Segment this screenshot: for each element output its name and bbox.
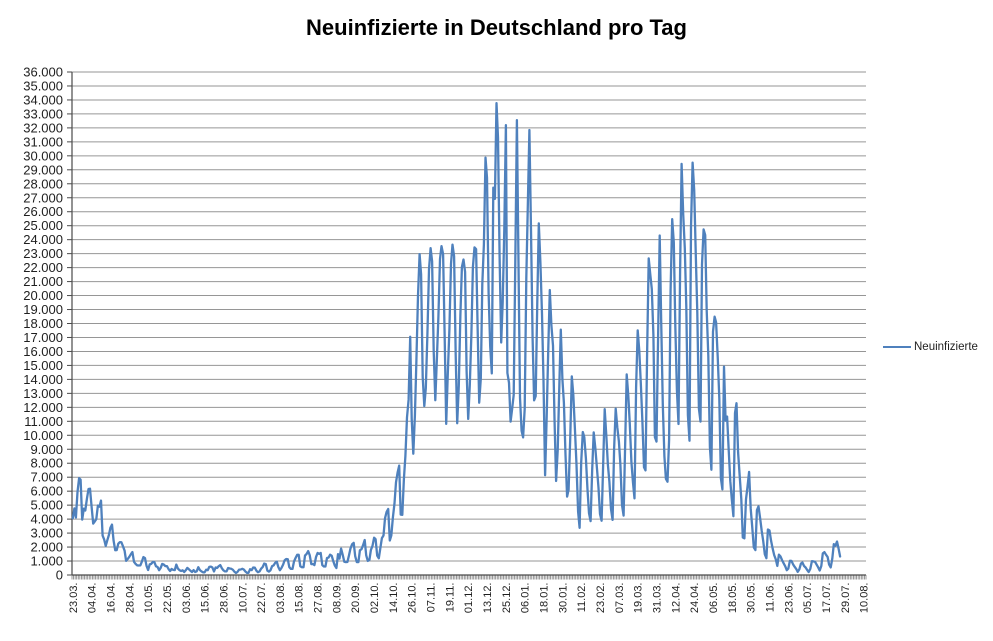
- y-tick-label: 19.000: [23, 302, 63, 317]
- series-line-neuinfizierte: [71, 101, 842, 575]
- x-tick-label: 03.06.: [181, 583, 193, 614]
- x-tick-label: 22.07.: [256, 583, 268, 614]
- x-tick-label: 15.08.: [294, 583, 306, 614]
- x-tick-label: 11.02.: [576, 583, 588, 613]
- y-tick-label: 13.000: [23, 386, 63, 401]
- x-tick-label: 30.05.: [746, 583, 758, 614]
- x-tick-label: 11.06.: [765, 583, 777, 613]
- y-tick-label: 12.000: [23, 400, 63, 415]
- y-tick-label: 29.000: [23, 162, 63, 177]
- x-tick-label: 18.05.: [727, 583, 739, 614]
- y-tick-label: 0: [56, 568, 63, 583]
- x-tick-label: 15.06.: [200, 583, 212, 614]
- y-tick-label: 34.000: [23, 92, 63, 107]
- y-tick-label: 16.000: [23, 344, 63, 359]
- y-tick-label: 25.000: [23, 218, 63, 233]
- y-tick-label: 30.000: [23, 148, 63, 163]
- x-tick-label: 22.05.: [162, 583, 174, 614]
- x-tick-label: 31.03.: [652, 583, 664, 614]
- y-tick-label: 14.000: [23, 372, 63, 387]
- x-tick-label: 26.10.: [407, 583, 419, 614]
- y-tick-label: 33.000: [23, 106, 63, 121]
- y-tick-label: 4.000: [30, 512, 63, 527]
- y-tick-label: 8.000: [30, 456, 63, 471]
- x-tick-label: 17.07.: [821, 583, 833, 614]
- x-tick-label: 08.09.: [331, 583, 343, 614]
- y-tick-label: 35.000: [23, 78, 63, 93]
- y-tick-label: 6.000: [30, 484, 63, 499]
- y-tick-label: 31.000: [23, 134, 63, 149]
- x-tick-label: 10.07.: [237, 583, 249, 614]
- x-tick-label: 23.06.: [783, 583, 795, 614]
- x-tick-label: 05.07.: [802, 583, 814, 614]
- y-tick-label: 27.000: [23, 190, 63, 205]
- y-tick-label: 10.000: [23, 428, 63, 443]
- x-tick-label: 23.03.: [68, 583, 80, 614]
- x-tick-label: 06.01.: [520, 583, 532, 614]
- legend-series-label: Neuinfizierte: [914, 341, 978, 353]
- y-tick-label: 7.000: [30, 470, 63, 485]
- y-tick-label: 21.000: [23, 274, 63, 289]
- x-tick-label: 24.04.: [689, 583, 701, 614]
- y-tick-label: 11.000: [24, 414, 63, 429]
- x-tick-label: 20.09.: [350, 583, 362, 614]
- y-tick-label: 2.000: [30, 540, 63, 555]
- x-tick-label: 01.12.: [463, 583, 475, 614]
- legend: Neuinfizierte: [883, 341, 978, 353]
- y-tick-label: 17.000: [23, 330, 63, 345]
- chart-title: Neuinfizierte in Deutschland pro Tag: [306, 15, 687, 40]
- x-tick-label: 07.11.: [426, 583, 438, 613]
- x-tick-label: 23.02.: [595, 583, 607, 614]
- x-tick-label: 19.11.: [444, 583, 456, 613]
- y-tick-label: 3.000: [30, 526, 63, 541]
- y-tick-label: 22.000: [23, 260, 63, 275]
- x-tick-label: 02.10.: [369, 583, 381, 614]
- x-tick-label: 03.08.: [275, 583, 287, 614]
- x-tick-label: 30.01.: [557, 583, 569, 614]
- y-tick-label: 15.000: [23, 358, 63, 373]
- x-tick-label: 29.07.: [840, 583, 852, 614]
- x-tick-label: 07.03.: [614, 583, 626, 614]
- y-tick-label: 28.000: [23, 176, 63, 191]
- x-tick-label: 28.04.: [124, 583, 136, 614]
- y-tick-label: 5.000: [30, 498, 63, 513]
- x-tick-label: 04.04.: [87, 583, 99, 614]
- y-tick-label: 1.000: [30, 554, 63, 569]
- x-tick-label: 19.03.: [633, 583, 645, 614]
- y-tick-label: 24.000: [23, 232, 63, 247]
- x-tick-label: 18.01.: [539, 583, 551, 614]
- y-tick-label: 36.000: [23, 65, 63, 80]
- x-tick-label: 25.12.: [501, 583, 513, 614]
- x-tick-label: 28.06.: [218, 583, 230, 614]
- x-tick-label: 12.04.: [670, 583, 682, 614]
- y-tick-label: 18.000: [23, 316, 63, 331]
- y-tick-label: 32.000: [23, 120, 63, 135]
- x-tick-label: 16.04.: [105, 583, 117, 614]
- x-tick-label: 10.08.: [859, 583, 871, 614]
- x-tick-label: 10.05.: [143, 583, 155, 614]
- y-tick-label: 9.000: [30, 442, 63, 457]
- x-tick-label: 14.10.: [388, 583, 400, 614]
- y-tick-label: 20.000: [23, 288, 63, 303]
- x-tick-label: 13.12.: [482, 583, 494, 614]
- legend-line-sample: [883, 345, 911, 349]
- y-tick-label: 23.000: [23, 246, 63, 261]
- y-tick-label: 26.000: [23, 204, 63, 219]
- x-tick-label: 06.05.: [708, 583, 720, 614]
- x-tick-label: 27.08.: [313, 583, 325, 614]
